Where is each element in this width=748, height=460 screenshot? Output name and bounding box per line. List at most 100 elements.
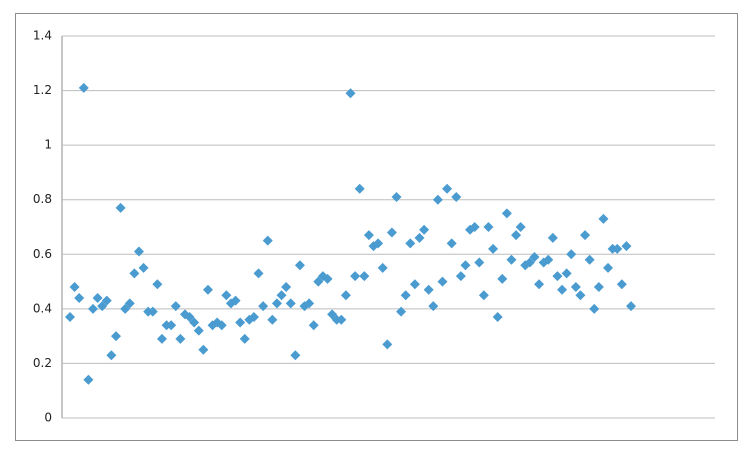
marker — [340, 290, 351, 301]
marker — [469, 222, 480, 232]
marker — [570, 282, 581, 293]
marker — [377, 262, 388, 273]
marker — [621, 241, 632, 252]
marker — [304, 298, 315, 309]
marker — [455, 271, 466, 282]
marker — [488, 243, 499, 254]
marker — [258, 301, 269, 312]
marker — [432, 194, 443, 205]
y-tick-label: 1 — [44, 138, 52, 152]
marker — [524, 257, 535, 268]
marker — [396, 306, 407, 317]
marker — [373, 238, 384, 249]
marker — [120, 303, 131, 314]
marker — [589, 303, 600, 314]
marker — [580, 230, 591, 241]
marker — [110, 331, 121, 342]
marker — [598, 213, 609, 224]
marker — [184, 312, 195, 323]
marker — [474, 257, 485, 268]
y-tick-label: 0.8 — [33, 192, 52, 206]
marker — [115, 202, 126, 213]
marker — [152, 279, 163, 290]
chart-border — [15, 13, 738, 441]
marker — [65, 312, 75, 323]
marker — [409, 279, 420, 290]
marker — [515, 222, 526, 232]
y-tick-label: 1.2 — [33, 83, 52, 97]
marker — [584, 254, 595, 265]
marker — [451, 191, 462, 202]
marker — [336, 314, 347, 325]
marker — [557, 284, 568, 295]
marker — [437, 276, 448, 287]
marker — [561, 268, 572, 279]
marker — [400, 290, 411, 301]
marker — [166, 320, 177, 331]
marker — [506, 254, 517, 265]
marker — [593, 282, 604, 293]
marker — [78, 82, 89, 93]
marker — [391, 191, 402, 202]
marker — [239, 333, 250, 344]
marker — [138, 262, 149, 273]
marker — [552, 271, 563, 282]
marker — [446, 238, 457, 249]
marker — [612, 243, 623, 254]
marker — [189, 317, 200, 328]
marker — [460, 260, 471, 271]
marker — [313, 276, 324, 287]
marker — [350, 271, 361, 282]
marker — [248, 312, 259, 323]
marker — [170, 301, 181, 312]
marker — [230, 295, 241, 306]
marker — [87, 303, 98, 314]
marker — [419, 224, 430, 235]
marker — [193, 325, 204, 336]
marker — [276, 290, 287, 301]
marker — [616, 279, 627, 290]
marker — [129, 268, 140, 279]
marker — [253, 268, 264, 279]
marker — [428, 301, 439, 312]
marker — [478, 290, 489, 301]
marker — [216, 320, 227, 331]
marker — [124, 298, 135, 309]
marker — [262, 235, 273, 246]
marker — [492, 312, 503, 323]
marker — [442, 183, 453, 194]
marker — [322, 273, 333, 284]
marker — [281, 282, 292, 293]
marker — [147, 306, 158, 317]
marker — [547, 232, 558, 243]
marker — [175, 333, 186, 344]
marker — [133, 246, 144, 257]
marker — [202, 284, 213, 295]
marker — [566, 249, 577, 260]
marker — [423, 284, 434, 295]
y-tick-label: 0.6 — [33, 247, 52, 261]
y-tick-label: 0 — [44, 411, 52, 425]
marker — [354, 183, 365, 194]
marker — [575, 290, 586, 301]
marker — [285, 298, 296, 309]
y-tick-label: 1.4 — [33, 29, 52, 43]
marker — [156, 333, 167, 344]
marker — [363, 230, 374, 241]
marker — [69, 282, 80, 293]
marker — [101, 295, 112, 306]
marker — [534, 279, 545, 290]
marker — [501, 208, 512, 219]
marker — [221, 290, 232, 301]
marker — [235, 317, 246, 328]
marker — [497, 273, 508, 284]
marker — [626, 301, 637, 312]
marker — [345, 88, 356, 99]
marker — [74, 292, 85, 303]
marker — [106, 350, 117, 361]
y-tick-label: 0.4 — [33, 301, 52, 315]
marker — [83, 374, 94, 385]
marker — [308, 320, 319, 331]
marker — [198, 344, 209, 355]
